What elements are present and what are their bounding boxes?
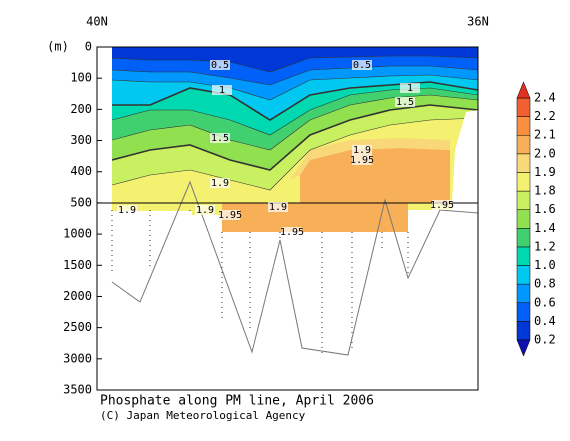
colorbar-band: [516, 209, 531, 229]
colorbar-label: 0.2: [534, 333, 556, 347]
colorbar-band: [516, 321, 531, 341]
colorbar-band: [516, 172, 531, 192]
label-bg: [210, 60, 230, 70]
y-tick-label: 3500: [63, 383, 92, 397]
colorbar-band: [516, 302, 531, 322]
colorbar-label: 1.2: [534, 239, 556, 253]
y-tick-label: 3000: [63, 351, 92, 365]
contour-label: 1.9: [196, 205, 214, 216]
contour-line: [112, 65, 478, 86]
contour-label: 1.95: [350, 155, 374, 166]
colorbar-band: [516, 228, 531, 248]
colorbar-label: 2.2: [534, 109, 556, 123]
y-tick-label: 2000: [63, 289, 92, 303]
label-bg: [352, 155, 372, 165]
label-bg: [268, 202, 288, 212]
colorbar-label: 1.9: [534, 165, 556, 179]
label-bg: [212, 85, 232, 95]
contour-line: [112, 55, 478, 73]
credit: (C) Japan Meteorological Agency: [100, 409, 306, 422]
label-bg: [400, 83, 420, 93]
band: [300, 148, 450, 203]
band: [112, 47, 478, 72]
band: [222, 203, 408, 232]
y-tick-label: 1000: [63, 227, 92, 241]
contour-line: [112, 74, 478, 101]
contour-label: 0.5: [211, 60, 229, 71]
contour-line: [112, 94, 478, 151]
y-tick-label: 300: [70, 133, 92, 147]
colorbar-label: 1.8: [534, 184, 556, 198]
contour-label: 1.9: [353, 145, 371, 156]
band: [112, 203, 192, 211]
chart-title: Phosphate along PM line, April 2006: [100, 394, 374, 409]
y-tick-label: 2500: [63, 320, 92, 334]
contour-label: 1.9: [211, 178, 229, 189]
label-bg: [352, 60, 372, 70]
station-lines: [111, 210, 409, 355]
colorbar-label: 0.8: [534, 277, 556, 291]
contour-label: 1: [219, 85, 225, 96]
y-tick-label: 400: [70, 164, 92, 178]
colorbar-extend: [516, 81, 531, 99]
colorbar-label: 0.4: [534, 314, 556, 328]
contour-line: [112, 117, 478, 191]
frame: [96, 46, 479, 391]
label-bg: [210, 178, 230, 188]
contour-label: 1.9: [269, 202, 287, 213]
label-bg: [282, 227, 302, 237]
label-bg: [220, 210, 240, 220]
contour-label: 1: [407, 83, 413, 94]
y-axis-label: (m): [47, 40, 69, 54]
label-bg: [117, 205, 137, 215]
y-tick-label: 1500: [63, 258, 92, 272]
contour-label: 1.5: [211, 133, 229, 144]
band: [408, 203, 452, 210]
colorbar-band: [516, 246, 531, 266]
colorbar-band: [516, 97, 531, 117]
contour-label: 1.9: [118, 205, 136, 216]
colorbar-band: [516, 190, 531, 210]
colorbar-band: [516, 134, 531, 155]
x-label: 40N: [86, 15, 108, 29]
colorbar-label: 2.1: [534, 128, 556, 142]
contour-label: 1.5: [396, 97, 414, 108]
contour-label: 1.95: [430, 200, 454, 211]
colorbar-label: 1.6: [534, 202, 556, 216]
label-bg: [352, 145, 372, 155]
colorbar-band: [516, 153, 531, 173]
colorbar-band: [516, 116, 531, 136]
contour-line: [112, 104, 478, 171]
band: [290, 138, 450, 180]
x-label: 36N: [467, 15, 489, 29]
colorbar-band: [516, 265, 531, 285]
colorbar-label: 2.0: [534, 146, 556, 160]
colorbar-extend: [516, 339, 531, 357]
label-bg: [210, 133, 230, 143]
y-tick-label: 200: [70, 102, 92, 116]
contour-field: [112, 47, 478, 203]
colorbar-band: [516, 283, 531, 304]
label-bg: [432, 200, 452, 210]
colorbar-label: 1.4: [534, 221, 556, 235]
contour-label: 1.95: [218, 210, 242, 221]
y-tick-label: 0: [85, 40, 92, 54]
colorbar-label: 2.4: [534, 91, 556, 105]
label-bg: [395, 97, 415, 107]
label-bg: [195, 205, 215, 215]
colorbar-label: 0.6: [534, 295, 556, 309]
contour-label: 1.95: [280, 227, 304, 238]
topography: [111, 110, 479, 356]
y-tick-label: 500: [70, 195, 92, 209]
contour-label: 0.5: [353, 60, 371, 71]
y-tick-label: 100: [70, 71, 92, 85]
colorbar-label: 1.0: [534, 258, 556, 272]
